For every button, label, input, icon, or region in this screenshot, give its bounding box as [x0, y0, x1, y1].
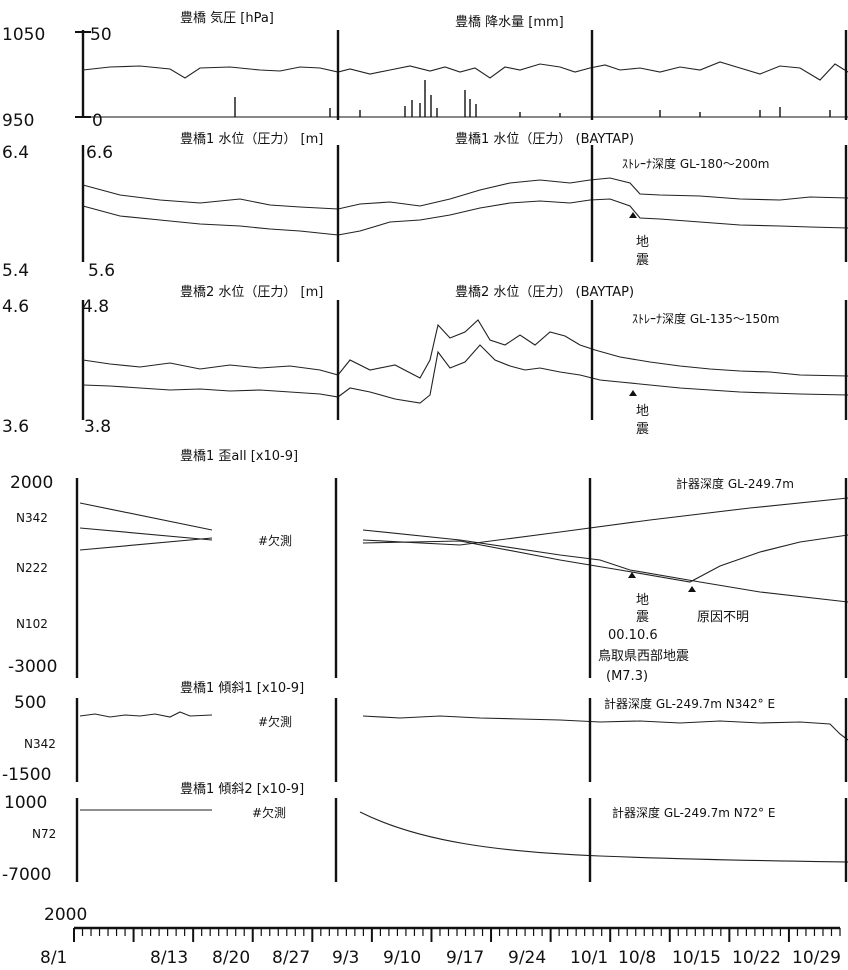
- p2-series-raw: [82, 177, 848, 210]
- p1-title-left: 豊橋 気圧 [hPa]: [180, 10, 274, 26]
- p4-quake-label-1: 地: [636, 593, 649, 608]
- p1-ybot-left: 950: [2, 111, 34, 131]
- p4-ytick-1: N342: [16, 511, 48, 525]
- p1-title-right: 豊橋 降水量 [mm]: [455, 15, 564, 30]
- x-tick-label: 8/27: [272, 948, 310, 968]
- p4-note: 計器深度 GL-249.7m: [676, 476, 794, 491]
- p4-series-b-left: [79, 527, 213, 541]
- gap-markers: [334, 30, 848, 882]
- p5-ytick-1: N342: [24, 737, 56, 751]
- p2-ybot-left: 5.4: [2, 261, 29, 281]
- x-axis-labels: 8/1 8/13 8/20 8/27 9/3 9/10 9/17 9/24 10…: [40, 948, 841, 968]
- p2-note: ｽﾄﾚｰﾅ深度 GL-180～200m: [622, 156, 769, 171]
- p5-missing: #欠測: [258, 714, 292, 729]
- p2-title-left: 豊橋1 水位（圧力） [m]: [180, 132, 323, 147]
- p2-ytop-right: 6.6: [86, 143, 113, 163]
- p6-series-right: [359, 811, 848, 863]
- x-tick-label: 10/15: [672, 948, 721, 968]
- p3-ybot-left: 3.6: [2, 417, 29, 437]
- x-tick-label: 10/1: [570, 948, 608, 968]
- p4-series-b-right: [362, 497, 848, 546]
- p6-ytick-0: 1000: [4, 793, 47, 813]
- p4-ytick-0: 2000: [10, 473, 53, 493]
- p1-ytop-left: 1050: [2, 25, 45, 45]
- p5-series-left: [79, 711, 213, 718]
- p4-title: 豊橋1 歪all [x10-9]: [180, 449, 298, 464]
- x-tick-label: 10/22: [732, 948, 781, 968]
- p4-ytick-2: N222: [16, 561, 48, 575]
- p4-ytick-3: N102: [16, 617, 48, 631]
- x-axis-minor-ticks: [73, 928, 841, 942]
- p2-quake-marker: [629, 212, 637, 218]
- x-axis-year: 2000: [44, 905, 87, 925]
- p1-ybot-right: 0: [92, 111, 103, 131]
- x-tick-label: 8/20: [212, 948, 250, 968]
- p4-mag: (M7.3): [606, 669, 648, 684]
- x-tick-label: 9/17: [446, 948, 484, 968]
- p4-series-a-left: [79, 502, 213, 531]
- p3-quake-marker: [629, 390, 637, 396]
- p6-note: 計器深度 GL-249.7m N72° E: [612, 805, 775, 820]
- p4-event: 鳥取県西部地震: [598, 649, 689, 664]
- p3-note: ｽﾄﾚｰﾅ深度 GL-135～150m: [632, 311, 779, 326]
- p6-ytick-1: N72: [32, 827, 56, 841]
- p4-quake-marker: [628, 572, 636, 578]
- p6-missing: #欠測: [252, 805, 286, 820]
- p6-ytick-2: -7000: [2, 865, 51, 885]
- p3-quake-label-1: 地: [636, 404, 649, 419]
- p1-rain-bars: [234, 80, 831, 117]
- p2-series-baytap: [82, 198, 848, 236]
- p3-series-baytap: [82, 344, 848, 404]
- p4-ytick-4: -3000: [8, 657, 57, 677]
- x-tick-label: 8/1: [40, 948, 67, 968]
- p2-ytop-left: 6.4: [2, 143, 29, 163]
- p3-title-left: 豊橋2 水位（圧力） [m]: [180, 285, 323, 300]
- p3-ytop-left: 4.6: [2, 297, 29, 317]
- p2-quake-label-1: 地: [636, 235, 649, 250]
- x-tick-label: 9/24: [508, 948, 546, 968]
- p4-date: 00.10.6: [608, 628, 658, 643]
- p5-series-right: [362, 715, 848, 741]
- p2-ybot-right: 5.6: [88, 261, 115, 281]
- p4-series-c-left: [79, 537, 213, 551]
- p4-missing: #欠測: [258, 533, 292, 548]
- p5-ytick-0: 500: [14, 693, 46, 713]
- p4-unknown-marker: [688, 586, 696, 592]
- p3-series-raw: [82, 319, 848, 379]
- p2-title-right: 豊橋1 水位（圧力） (BAYTAP): [455, 132, 634, 147]
- p4-series-c-right: [362, 534, 848, 583]
- p1-ytop-right: 50: [90, 25, 112, 45]
- p6-title: 豊橋1 傾斜2 [x10-9]: [180, 782, 304, 797]
- p4-series-a-right: [362, 529, 848, 603]
- x-tick-label: 9/10: [383, 948, 421, 968]
- x-tick-label: 8/13: [150, 948, 188, 968]
- x-tick-label: 10/8: [618, 948, 656, 968]
- p5-note: 計器深度 GL-249.7m N342° E: [604, 696, 775, 711]
- p3-ybot-right: 3.8: [84, 417, 111, 437]
- p3-quake-label-2: 震: [636, 422, 649, 437]
- x-tick-label: 9/3: [332, 948, 359, 968]
- p2-quake-label-2: 震: [636, 253, 649, 268]
- p1-pressure-line: [82, 61, 848, 81]
- x-tick-label: 10/29: [792, 948, 841, 968]
- p4-unknown-label: 原因不明: [697, 610, 749, 625]
- p5-ytick-2: -1500: [2, 765, 51, 785]
- p3-title-right: 豊橋2 水位（圧力） (BAYTAP): [455, 285, 634, 300]
- p3-ytop-right: 4.8: [82, 297, 109, 317]
- p5-title: 豊橋1 傾斜1 [x10-9]: [180, 681, 304, 696]
- p4-quake-label-2: 震: [636, 610, 649, 625]
